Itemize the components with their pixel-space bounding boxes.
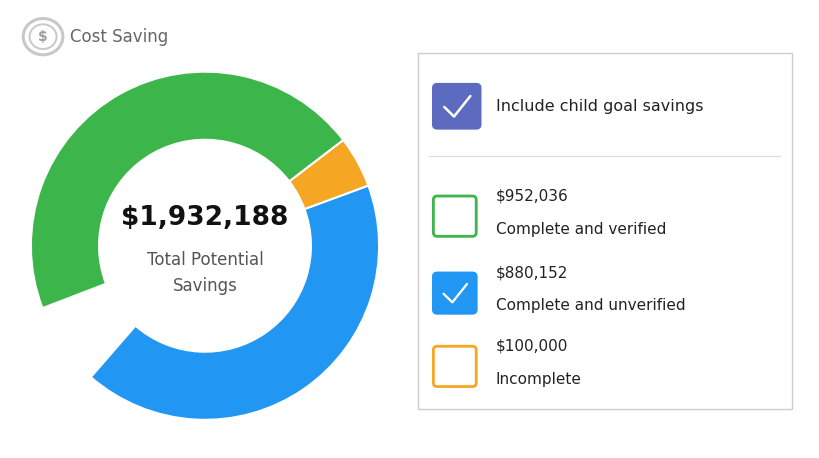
FancyBboxPatch shape (433, 346, 476, 387)
FancyBboxPatch shape (433, 273, 476, 313)
Wedge shape (289, 140, 368, 209)
Text: $1,932,188: $1,932,188 (121, 206, 288, 231)
Text: Complete and verified: Complete and verified (495, 222, 665, 236)
Text: Include child goal savings: Include child goal savings (495, 99, 703, 114)
Text: $880,152: $880,152 (495, 266, 568, 280)
Text: Total Potential
Savings: Total Potential Savings (147, 251, 263, 295)
Text: $: $ (38, 30, 48, 44)
FancyBboxPatch shape (418, 53, 790, 409)
FancyBboxPatch shape (433, 196, 476, 236)
Text: $100,000: $100,000 (495, 339, 568, 354)
Wedge shape (31, 71, 343, 308)
Text: Complete and unverified: Complete and unverified (495, 299, 685, 313)
FancyBboxPatch shape (433, 84, 480, 128)
Text: Incomplete: Incomplete (495, 372, 581, 387)
Text: Cost Saving: Cost Saving (70, 27, 168, 46)
Text: $952,036: $952,036 (495, 189, 568, 203)
Wedge shape (91, 185, 378, 420)
